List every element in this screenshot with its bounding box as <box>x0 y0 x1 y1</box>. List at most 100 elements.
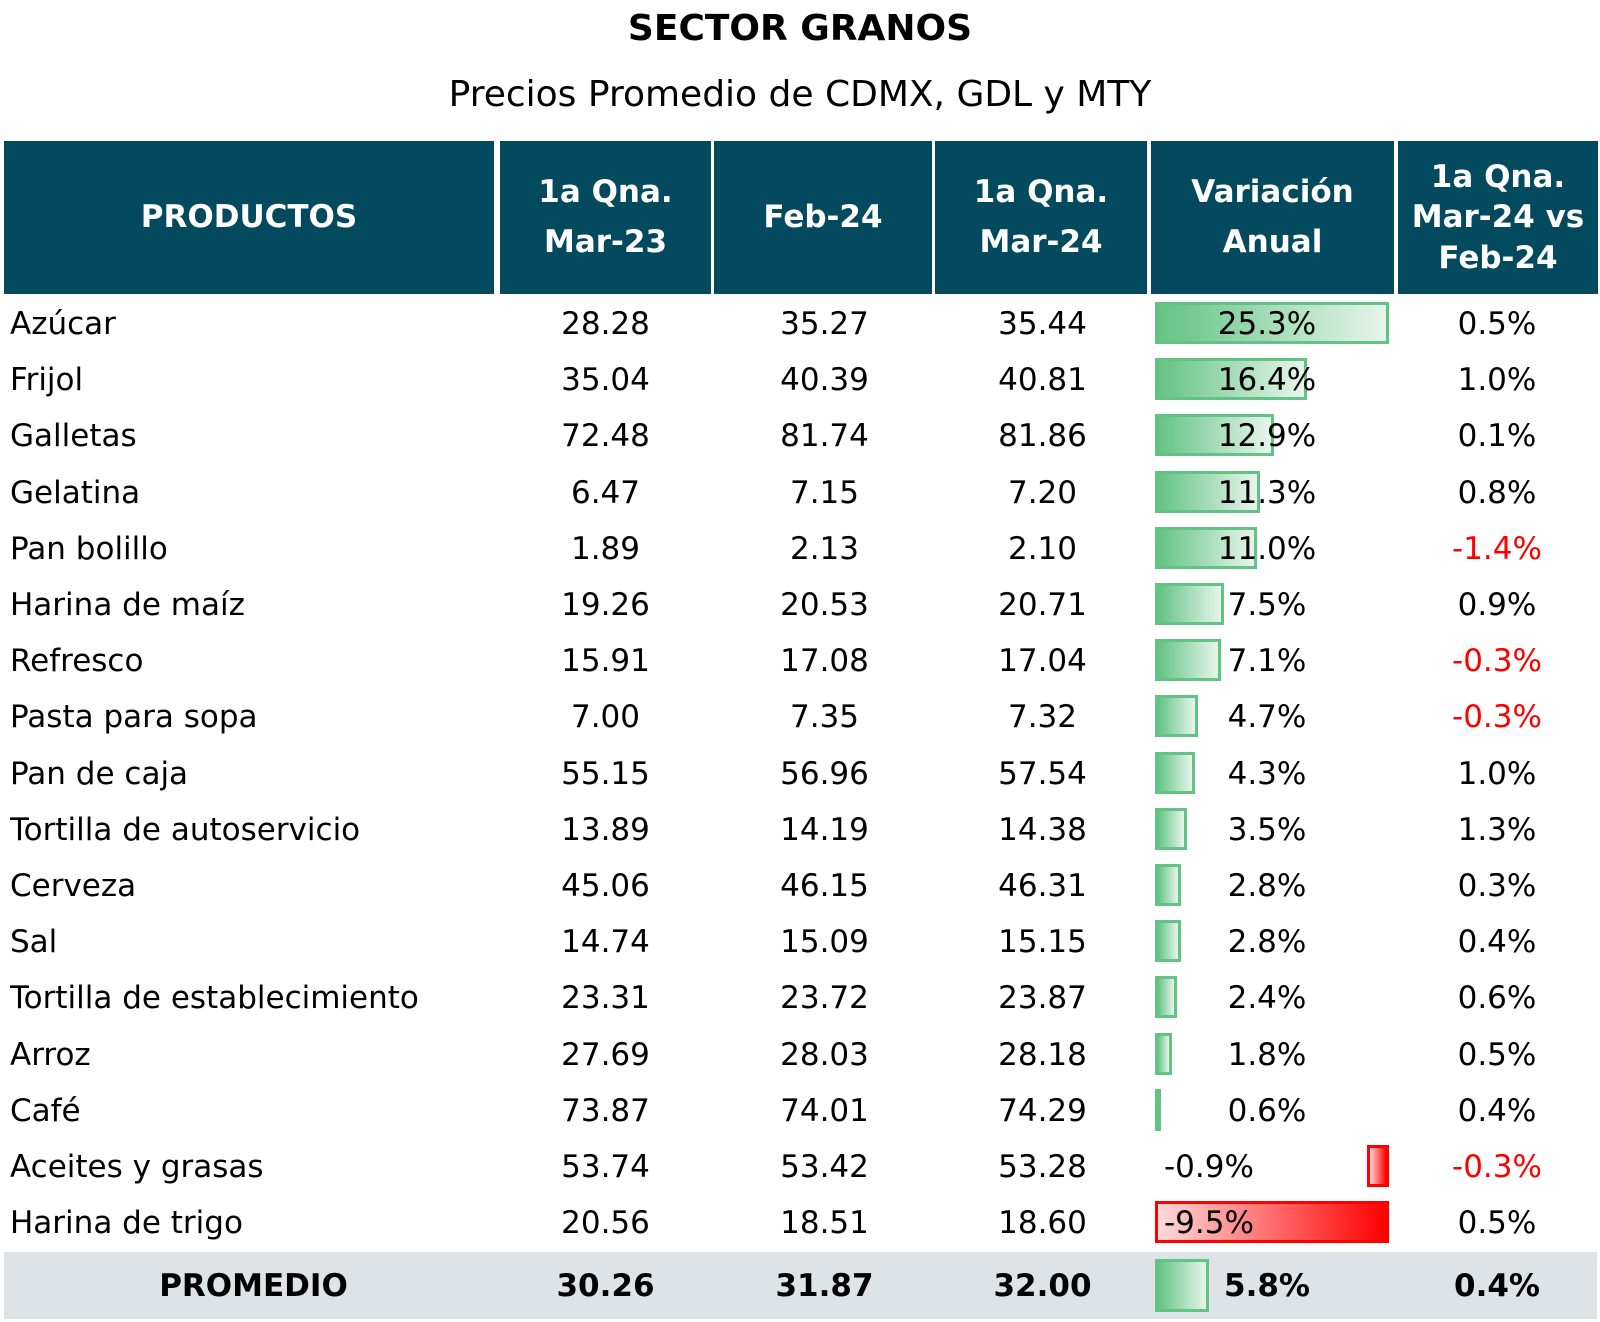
vs-feb-value: 0.9% <box>1457 587 1537 623</box>
price-mar24: 15.15 <box>998 924 1087 961</box>
annual-variation-value: 16.4% <box>1217 362 1317 399</box>
price-feb24: 28.03 <box>780 1036 869 1073</box>
price-mar24: 23.87 <box>998 980 1087 1017</box>
price-mar23: 53.74 <box>561 1149 650 1185</box>
data-bar-area <box>1155 864 1389 906</box>
price-mar23: 27.69 <box>561 1036 650 1073</box>
price-mar23: 28.28 <box>561 306 650 342</box>
vs-feb-value: 0.5% <box>1457 306 1537 342</box>
product-name: Aceites y grasas <box>10 1149 264 1185</box>
annual-variation-value: 7.1% <box>1227 643 1307 680</box>
price-feb24: 2.13 <box>789 530 860 567</box>
annual-variation-value: 5.8% <box>1224 1267 1310 1304</box>
vs-feb-value: 0.4% <box>1457 1092 1537 1129</box>
annual-variation-value: 4.3% <box>1227 755 1307 792</box>
price-mar23: 1.89 <box>570 530 641 567</box>
price-mar24: 57.54 <box>998 755 1087 792</box>
price-mar23: 13.89 <box>561 811 650 848</box>
table-row: Gelatina 6.47 7.15 7.20 11.3% 0.8% <box>4 465 1597 521</box>
price-feb24: 74.01 <box>780 1092 869 1129</box>
header-vs-feb: 1a Qna. Mar-24 vs Feb-24 <box>1398 141 1598 294</box>
price-mar24: 18.60 <box>998 1205 1087 1242</box>
product-name: Pan de caja <box>10 755 189 792</box>
data-bar <box>1155 1201 1389 1244</box>
data-bar <box>1366 1145 1389 1187</box>
data-bar-area <box>1155 1259 1389 1312</box>
product-name: PROMEDIO <box>159 1267 348 1304</box>
vs-feb-value: 0.5% <box>1457 1205 1537 1242</box>
annual-variation-value: 11.0% <box>1217 530 1317 567</box>
page-title: SECTOR GRANOS <box>627 8 973 49</box>
annual-variation-cell: 2.4% <box>1150 970 1397 1026</box>
vs-feb-value: 0.8% <box>1457 474 1537 511</box>
table-row: Harina de maíz 19.26 20.53 20.71 7.5% 0.9% <box>4 577 1597 633</box>
product-name: Pan bolillo <box>10 530 168 567</box>
table-row: Harina de trigo 20.56 18.51 18.60 -9.5% 0.5% <box>4 1195 1597 1251</box>
vs-feb-value: 1.3% <box>1457 811 1537 848</box>
vs-feb-value: 0.5% <box>1457 1036 1537 1073</box>
vs-feb-value: 0.3% <box>1457 868 1537 904</box>
price-mar23: 73.87 <box>561 1092 650 1129</box>
price-feb24: 81.74 <box>780 418 869 455</box>
price-mar23: 23.31 <box>561 980 650 1017</box>
product-name: Frijol <box>10 362 84 399</box>
vs-feb-value: 1.0% <box>1457 362 1537 399</box>
table-row: Pan bolillo 1.89 2.13 2.10 11.0% -1.4% <box>4 521 1597 577</box>
page-subtitle: Precios Promedio de CDMX, GDL y MTY <box>448 74 1152 115</box>
table-row: Pasta para sopa 7.00 7.35 7.32 4.7% -0.3% <box>4 689 1597 745</box>
annual-variation-cell: 2.8% <box>1150 914 1397 970</box>
price-feb24: 40.39 <box>780 362 869 399</box>
annual-variation-value: 0.6% <box>1227 1092 1307 1129</box>
data-bar-area <box>1155 1032 1389 1075</box>
price-feb24: 14.19 <box>780 811 869 848</box>
price-mar24: 14.38 <box>998 811 1087 848</box>
price-mar24: 20.71 <box>998 587 1087 623</box>
annual-variation-cell: 5.8% <box>1150 1252 1397 1319</box>
table-row: Tortilla de establecimiento 23.31 23.72 23.… <box>4 970 1597 1026</box>
data-bar <box>1155 864 1181 906</box>
table-row: Café 73.87 74.01 74.29 0.6% 0.4% <box>4 1083 1597 1139</box>
price-mar23: 30.26 <box>556 1267 655 1304</box>
price-mar23: 20.56 <box>561 1205 650 1242</box>
price-mar23: 6.47 <box>570 474 641 511</box>
table-row: Azúcar 28.28 35.27 35.44 25.3% 0.5% <box>4 296 1597 352</box>
annual-variation-cell: 0.6% <box>1150 1083 1397 1139</box>
price-mar23: 15.91 <box>561 643 650 680</box>
annual-variation-cell: 4.3% <box>1150 746 1397 802</box>
header-mar24: 1a Qna. Mar-24 <box>935 141 1147 294</box>
price-feb24: 7.15 <box>789 474 860 511</box>
annual-variation-cell: 1.8% <box>1150 1027 1397 1083</box>
annual-variation-cell: 11.3% <box>1150 465 1397 521</box>
annual-variation-cell: 11.0% <box>1150 521 1397 577</box>
data-bar-area <box>1155 414 1389 457</box>
data-bar-area <box>1155 1145 1389 1187</box>
price-mar24: 53.28 <box>998 1149 1087 1185</box>
price-mar24: 28.18 <box>998 1036 1087 1073</box>
product-name: Refresco <box>10 643 144 680</box>
price-mar24: 7.20 <box>1007 474 1078 511</box>
price-feb24: 53.42 <box>780 1149 869 1185</box>
price-feb24: 18.51 <box>780 1205 869 1242</box>
table-row: Aceites y grasas 53.74 53.42 53.28 -0.9% -0.3… <box>4 1139 1597 1195</box>
annual-variation-value: 11.3% <box>1217 474 1317 511</box>
product-name: Arroz <box>10 1036 91 1073</box>
annual-variation-value: 2.8% <box>1227 924 1307 961</box>
table-row: Cerveza 45.06 46.15 46.31 2.8% 0.3% <box>4 858 1597 914</box>
data-bar-area <box>1155 920 1389 963</box>
product-name: Sal <box>10 924 58 961</box>
table-row: Tortilla de autoservicio 13.89 14.19 14.38 3… <box>4 802 1597 858</box>
price-mar24: 46.31 <box>998 868 1087 904</box>
data-bar <box>1155 470 1260 513</box>
data-bar-area <box>1155 526 1389 569</box>
product-name: Pasta para sopa <box>10 699 258 736</box>
annual-variation-value: -0.9% <box>1164 1149 1254 1185</box>
product-name: Galletas <box>10 418 137 455</box>
data-bar <box>1155 414 1275 457</box>
data-bar <box>1155 526 1257 569</box>
data-bar-area <box>1155 470 1389 513</box>
data-bar <box>1155 695 1199 738</box>
vs-feb-value: 0.1% <box>1457 418 1537 455</box>
data-bar <box>1155 1032 1172 1075</box>
price-feb24: 46.15 <box>780 868 869 904</box>
table-row: Frijol 35.04 40.39 40.81 16.4% 1.0% <box>4 352 1597 408</box>
